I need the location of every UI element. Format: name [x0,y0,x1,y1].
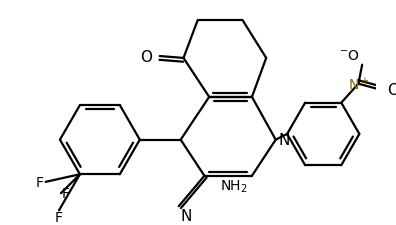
Text: F: F [62,186,70,200]
Text: O: O [140,49,152,64]
Text: $^{-}$O: $^{-}$O [339,49,359,63]
Text: F: F [36,175,44,189]
Text: F: F [55,210,63,224]
Text: O: O [387,83,396,97]
Text: N: N [181,208,192,223]
Text: N: N [278,133,290,148]
Text: N$^+$: N$^+$ [348,76,369,93]
Text: NH$_2$: NH$_2$ [219,178,247,194]
